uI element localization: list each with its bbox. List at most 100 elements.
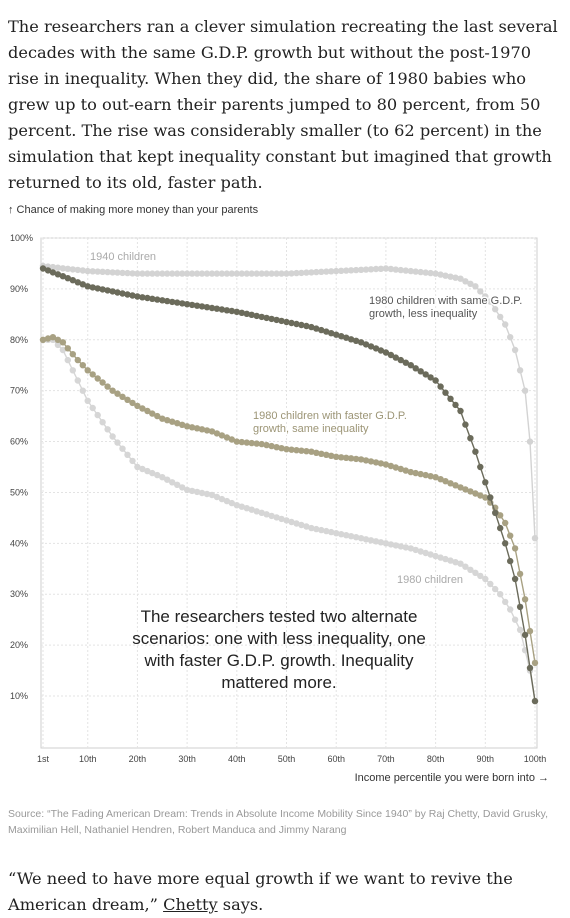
data-point xyxy=(412,365,419,372)
data-point xyxy=(497,313,504,321)
data-point xyxy=(179,300,186,307)
data-point xyxy=(248,439,255,447)
data-point xyxy=(154,296,161,303)
data-point xyxy=(268,315,275,323)
data-point xyxy=(218,270,226,277)
data-point xyxy=(298,521,305,529)
data-point xyxy=(392,266,399,273)
data-point xyxy=(109,433,116,440)
data-point xyxy=(124,451,131,458)
data-point xyxy=(382,265,390,272)
data-point xyxy=(328,268,335,275)
data-point xyxy=(109,288,116,295)
data-point xyxy=(134,463,141,471)
data-point xyxy=(288,319,295,327)
data-point xyxy=(497,512,504,519)
data-point xyxy=(298,269,305,277)
data-point xyxy=(154,270,161,277)
data-point xyxy=(288,446,295,453)
data-point xyxy=(457,407,464,415)
data-point xyxy=(253,508,260,515)
x-tick-label: 90th xyxy=(477,754,495,764)
data-point xyxy=(462,278,469,285)
data-point xyxy=(472,448,479,455)
data-point xyxy=(402,267,409,274)
data-point xyxy=(54,341,62,349)
data-point xyxy=(64,356,72,364)
data-point xyxy=(283,270,290,277)
data-point xyxy=(333,453,340,460)
data-point xyxy=(164,297,171,305)
data-point xyxy=(412,546,419,554)
data-point xyxy=(442,272,449,279)
data-point xyxy=(164,476,171,483)
data-point xyxy=(49,269,57,276)
data-point xyxy=(387,541,395,548)
data-point xyxy=(139,270,146,277)
data-point xyxy=(89,268,96,275)
data-point xyxy=(233,308,240,315)
data-point xyxy=(218,495,226,503)
data-point xyxy=(144,294,151,302)
x-tick-label: 10th xyxy=(79,754,97,764)
series-label: 1980 children with faster G.D.P. xyxy=(253,410,407,422)
data-point xyxy=(452,559,459,566)
data-point xyxy=(352,534,360,541)
data-point xyxy=(516,570,524,578)
data-point xyxy=(223,307,231,314)
data-point xyxy=(124,269,131,277)
data-point xyxy=(487,494,494,501)
data-point xyxy=(119,290,126,297)
data-point xyxy=(69,277,77,284)
data-point xyxy=(372,265,380,273)
data-point xyxy=(308,448,315,455)
data-point xyxy=(497,524,504,532)
data-point xyxy=(89,404,96,412)
data-point xyxy=(437,476,444,483)
data-point xyxy=(442,478,449,485)
x-tick-label: 50th xyxy=(278,754,296,764)
data-point xyxy=(164,417,171,424)
data-point xyxy=(417,470,424,478)
data-point xyxy=(357,456,365,463)
data-point xyxy=(447,480,454,487)
data-point xyxy=(377,347,385,354)
data-point xyxy=(238,503,245,510)
data-point xyxy=(387,462,395,470)
data-point xyxy=(94,411,101,419)
data-point xyxy=(114,289,121,296)
data-point xyxy=(507,532,514,539)
data-point xyxy=(238,309,245,316)
data-point xyxy=(79,281,87,288)
data-point xyxy=(382,349,390,356)
y-tick-label: 90% xyxy=(10,284,28,294)
data-point xyxy=(531,535,539,542)
data-point xyxy=(308,269,315,276)
data-point xyxy=(362,341,370,348)
data-point xyxy=(437,554,444,561)
data-point xyxy=(442,555,449,563)
data-point xyxy=(357,266,365,273)
data-point xyxy=(268,442,275,450)
data-point xyxy=(502,540,509,547)
data-point xyxy=(248,270,255,277)
data-point xyxy=(367,458,375,465)
data-point xyxy=(119,393,126,400)
chetty-link[interactable]: Chetty xyxy=(163,895,218,914)
data-point xyxy=(278,445,285,452)
data-point xyxy=(208,304,216,312)
data-point xyxy=(308,524,315,532)
data-point xyxy=(203,270,211,277)
data-point xyxy=(149,270,156,277)
data-point xyxy=(104,383,111,390)
data-point xyxy=(79,267,87,274)
data-point xyxy=(417,268,424,276)
data-point xyxy=(477,572,484,580)
data-point xyxy=(59,346,67,354)
data-point xyxy=(477,492,484,499)
data-point xyxy=(427,374,434,381)
data-point xyxy=(397,266,404,274)
data-point xyxy=(104,268,111,276)
data-point xyxy=(347,455,355,462)
data-point xyxy=(149,295,156,302)
